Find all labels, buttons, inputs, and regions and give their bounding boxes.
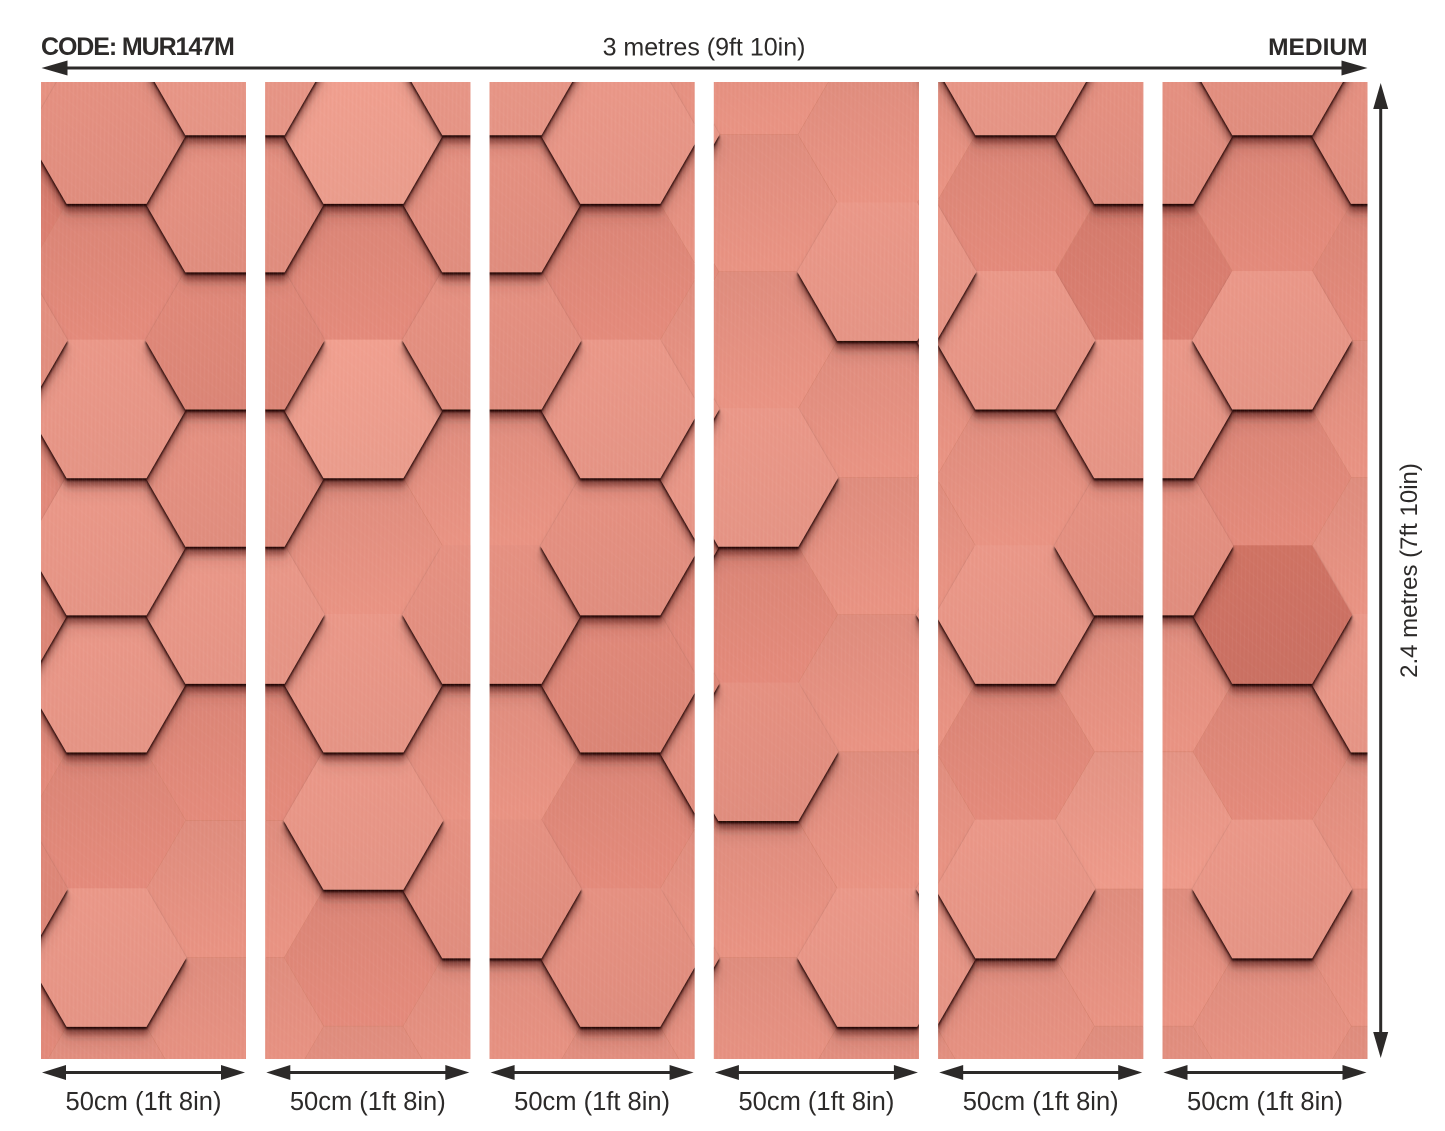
svg-text:50cm (1ft 8in): 50cm (1ft 8in) [1187,1088,1343,1116]
svg-text:50cm (1ft 8in): 50cm (1ft 8in) [738,1088,894,1116]
svg-text:50cm (1ft 8in): 50cm (1ft 8in) [290,1088,446,1116]
svg-text:3 metres (9ft 10in): 3 metres (9ft 10in) [603,34,806,62]
svg-text:2.4 metres (7ft 10in): 2.4 metres (7ft 10in) [1396,463,1423,678]
svg-text:MEDIUM: MEDIUM [1268,34,1367,61]
svg-text:50cm (1ft 8in): 50cm (1ft 8in) [963,1088,1119,1116]
svg-text:50cm (1ft 8in): 50cm (1ft 8in) [66,1088,222,1116]
svg-text:CODE: MUR147M: CODE: MUR147M [41,33,234,61]
svg-text:50cm (1ft 8in): 50cm (1ft 8in) [514,1088,670,1116]
